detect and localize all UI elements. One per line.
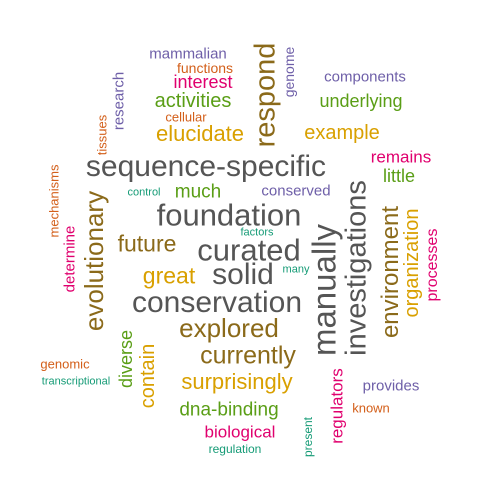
word-tissues: tissues [94, 114, 110, 156]
word-cellular: cellular [165, 109, 207, 125]
word-regulation: regulation [208, 442, 262, 456]
word-mammalian: mammalian [149, 45, 227, 63]
word-factors: factors [240, 226, 274, 239]
word-research: research [110, 71, 128, 131]
word-dna-binding: dna-binding [179, 399, 279, 421]
word-genomic: genomic [40, 356, 90, 372]
word-contain: contain [137, 343, 159, 409]
word-many: many [282, 263, 310, 276]
word-little: little [382, 166, 416, 186]
word-mechanisms: mechanisms [46, 164, 62, 238]
word-conserved: conserved [261, 182, 331, 200]
word-activities: activities [154, 90, 232, 112]
word-transcriptional: transcriptional [41, 375, 111, 388]
word-present: present [301, 416, 315, 458]
word-environment: environment [377, 205, 404, 339]
word-investigations: investigations [340, 180, 373, 356]
word-much: much [174, 181, 222, 203]
word-provides: provides [362, 377, 420, 395]
word-regulators: regulators [327, 368, 347, 444]
word-biological: biological [204, 422, 276, 442]
word-known: known [352, 400, 390, 416]
word-curated: curated [197, 232, 301, 268]
word-genome: genome [281, 46, 297, 98]
word-elucidate: elucidate [155, 121, 245, 146]
word-evolutionary: evolutionary [79, 190, 109, 332]
word-solid: solid [212, 258, 274, 291]
word-organization: organization [401, 208, 423, 318]
word-great: great [142, 262, 196, 289]
word-interest: interest [173, 72, 233, 92]
word-underlying: underlying [319, 91, 403, 111]
word-components: components [324, 68, 406, 86]
word-example: example [304, 122, 380, 144]
word-future: future [117, 230, 177, 257]
word-surprisingly: surprisingly [181, 369, 293, 394]
word-conservation: conservation [131, 286, 303, 319]
word-control: control [127, 186, 161, 199]
word-sequence-specific: sequence-specific [85, 150, 327, 183]
word-currently: currently [200, 341, 296, 370]
word-processes: processes [424, 228, 441, 302]
word-remains: remains [370, 147, 432, 167]
word-determine: determine [61, 225, 79, 293]
word-manually: manually [305, 223, 343, 357]
word-functions: functions [176, 60, 234, 76]
word-diverse: diverse [116, 329, 136, 389]
word-respond: respond [249, 42, 282, 148]
word-foundation: foundation [156, 197, 302, 233]
word-explored: explored [179, 313, 279, 343]
